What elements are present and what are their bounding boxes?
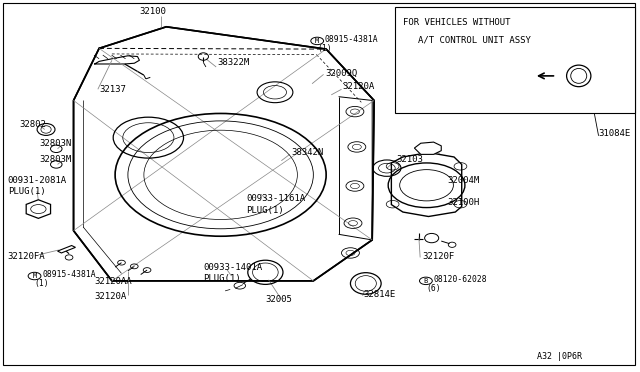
Text: 32803M: 32803M bbox=[40, 155, 72, 164]
Polygon shape bbox=[414, 142, 441, 154]
Text: 32103: 32103 bbox=[397, 155, 424, 164]
Text: 32009Q: 32009Q bbox=[325, 69, 357, 78]
Text: 32005: 32005 bbox=[266, 295, 292, 304]
Polygon shape bbox=[392, 153, 461, 217]
Text: 32803N: 32803N bbox=[40, 140, 72, 148]
Text: PLUG(1): PLUG(1) bbox=[8, 187, 45, 196]
Text: M: M bbox=[33, 273, 36, 279]
Text: 08120-62028: 08120-62028 bbox=[433, 275, 487, 284]
Text: 32120A: 32120A bbox=[95, 292, 127, 301]
Text: 00933-1161A: 00933-1161A bbox=[246, 195, 305, 203]
Text: 32120AA: 32120AA bbox=[95, 277, 132, 286]
Text: (1): (1) bbox=[35, 279, 49, 288]
Text: 32137: 32137 bbox=[99, 85, 126, 94]
Polygon shape bbox=[26, 200, 51, 218]
Text: 38322M: 38322M bbox=[218, 58, 250, 67]
Text: 08915-4381A: 08915-4381A bbox=[325, 35, 378, 44]
Text: A/T CONTROL UNIT ASSY: A/T CONTROL UNIT ASSY bbox=[417, 36, 531, 45]
Text: PLUG(1): PLUG(1) bbox=[246, 206, 284, 215]
Text: 31084E: 31084E bbox=[598, 129, 631, 138]
Text: 00933-1401A: 00933-1401A bbox=[204, 263, 262, 272]
Text: M: M bbox=[315, 38, 319, 44]
Text: 32120FA: 32120FA bbox=[8, 252, 45, 261]
Text: 38342N: 38342N bbox=[291, 148, 323, 157]
Text: 32802: 32802 bbox=[19, 120, 46, 129]
Text: 32120A: 32120A bbox=[343, 82, 375, 91]
Text: 00931-2081A: 00931-2081A bbox=[8, 176, 67, 185]
Polygon shape bbox=[58, 246, 76, 253]
Text: 32120F: 32120F bbox=[422, 252, 454, 261]
Text: (6): (6) bbox=[426, 284, 440, 293]
Text: A32 |0P6R: A32 |0P6R bbox=[537, 352, 582, 361]
Bar bbox=[396, 7, 635, 113]
Text: B: B bbox=[424, 278, 428, 284]
Text: (1): (1) bbox=[317, 44, 332, 53]
Text: 32100: 32100 bbox=[140, 7, 166, 16]
Text: 32814E: 32814E bbox=[364, 291, 396, 299]
Text: 08915-4381A: 08915-4381A bbox=[42, 270, 96, 279]
Text: PLUG(1): PLUG(1) bbox=[204, 275, 241, 283]
Polygon shape bbox=[74, 27, 374, 281]
Text: FOR VEHICLES WITHOUT: FOR VEHICLES WITHOUT bbox=[403, 18, 510, 27]
Text: 32100H: 32100H bbox=[447, 198, 480, 207]
Text: 32004M: 32004M bbox=[447, 176, 480, 185]
